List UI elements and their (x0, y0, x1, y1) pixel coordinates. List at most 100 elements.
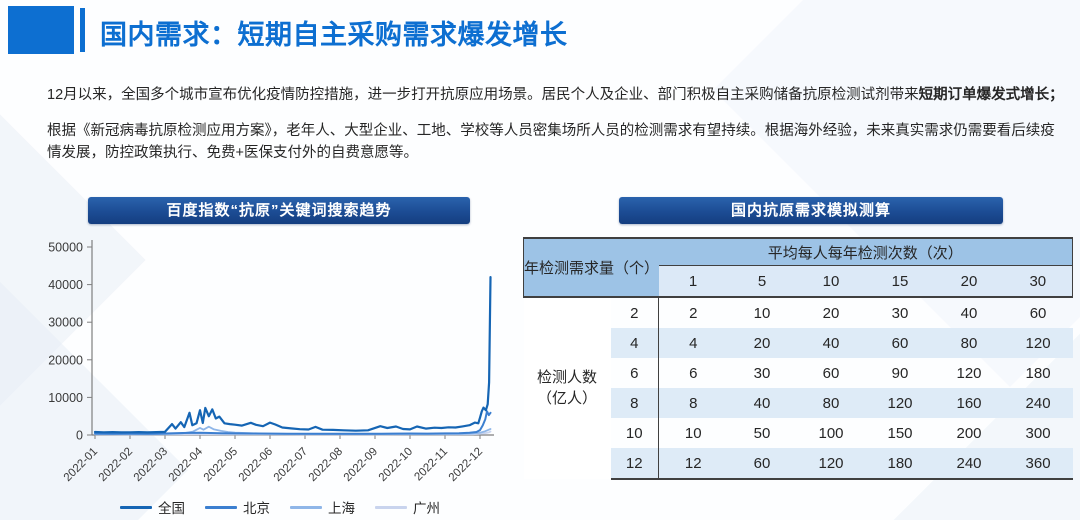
y-axis-tick-label: 20000 (48, 353, 83, 367)
table-row: 6 6 30 60 90 120 180 (524, 358, 1073, 388)
y-axis-tick-label: 40000 (48, 278, 83, 292)
chart-panel-header: 百度指数“抗原”关键词搜索趋势 (88, 197, 470, 224)
value-cell: 20 (727, 328, 797, 358)
table-panel-header: 国内抗原需求模拟测算 (619, 197, 1003, 224)
value-cell: 60 (865, 328, 935, 358)
value-cell: 150 (887, 424, 913, 442)
x-axis-tick-label: 2022-08 (307, 446, 345, 484)
legend-label: 全国 (158, 501, 185, 516)
value-cell: 4 (658, 328, 728, 358)
legend-item: 上海 (290, 497, 355, 517)
value-cell: 20 (822, 304, 840, 322)
x-axis-tick-label: 2022-11 (412, 446, 450, 484)
value-cell: 60 (822, 364, 840, 382)
value-cell: 180 (865, 448, 935, 480)
value-cell: 120 (956, 364, 982, 382)
legend-item: 全国 (120, 497, 185, 517)
baidu-index-chart: 0 10000 20000 30000 40000 50000 2022-012022-02… (48, 240, 494, 484)
legend-line-swatch (290, 505, 322, 509)
population-cell: 2 (630, 304, 639, 322)
title-accent-square (8, 6, 74, 54)
legend-label: 广州 (413, 501, 440, 516)
value-cell: 80 (934, 328, 1004, 358)
x-axis-tick-label: 2022-10 (377, 446, 415, 484)
value-cell: 240 (934, 448, 1004, 480)
population-cell: 8 (610, 388, 659, 418)
table-row: 4 4 20 40 60 80 120 (524, 328, 1073, 358)
legend-label: 北京 (243, 501, 270, 516)
value-cell: 6 (658, 358, 728, 388)
frequency-column-header: 10 (796, 265, 866, 298)
value-cell: 60 (1029, 304, 1047, 322)
x-axis-tick-label: 2022-07 (272, 446, 310, 484)
page-title: 国内需求：短期自主采购需求爆发增长 (100, 20, 568, 50)
table-row: 8 8 40 80 120 160 240 (524, 388, 1073, 418)
paragraph-1: 12月以来，全国多个城市宣布优化疫情防控措施，进一步打开抗原应用场景。居民个人及… (47, 85, 1064, 107)
table-header-top: 平均每人每年检测次数（次） (658, 237, 1074, 266)
paragraph-1-text: 12月以来，全国多个城市宣布优化疫情防控措施，进一步打开抗原应用场景。居民个人及… (47, 87, 919, 103)
legend-item: 广州 (375, 497, 440, 517)
frequency-header-row: 1 5 10 15 20 30 (524, 265, 1074, 298)
value-cell: 30 (891, 304, 909, 322)
x-axis-tick-label: 2022-12 (447, 446, 485, 484)
x-axis-tick-label: 2022-05 (202, 446, 240, 484)
table-header-left: 年检测需求量（个） (522, 237, 659, 298)
value-cell: 120 (796, 448, 866, 480)
value-cell: 12 (658, 448, 728, 480)
value-cell: 40 (727, 388, 797, 418)
value-cell: 120 (865, 388, 935, 418)
simulation-table: 年检测需求量（个） 平均每人每年检测次数（次） 1 5 10 15 20 30 检测人数（… (522, 237, 1074, 480)
y-axis-tick-label: 30000 (48, 316, 83, 330)
value-cell: 360 (1003, 448, 1073, 480)
population-cell: 6 (630, 364, 639, 382)
population-cell: 10 (625, 424, 643, 442)
value-cell: 200 (956, 424, 982, 442)
value-cell: 30 (753, 364, 771, 382)
value-cell: 2 (658, 297, 728, 328)
frequency-column-header: 5 (727, 265, 797, 298)
row-group-label: 检测人数 （亿人） (523, 297, 611, 479)
chart-legend: 全国 北京 上海 广州 (80, 497, 480, 517)
legend-line-swatch (375, 505, 407, 509)
title-accent-bar (80, 8, 85, 52)
table-row: 检测人数 （亿人） 2 2 10 20 30 40 60 (523, 297, 1073, 479)
x-axis-tick-label: 2022-01 (62, 446, 100, 484)
y-axis-tick-label: 0 (76, 429, 83, 443)
population-cell: 12 (610, 448, 659, 480)
x-axis-tick-label: 2022-09 (342, 446, 380, 484)
legend-item: 北京 (205, 497, 270, 517)
value-cell: 160 (934, 388, 1004, 418)
value-cell: 60 (727, 448, 797, 480)
legend-line-swatch (120, 505, 152, 509)
frequency-column-header: 15 (865, 265, 935, 298)
value-cell: 10 (753, 304, 771, 322)
value-cell: 40 (960, 304, 978, 322)
x-axis-tick-label: 2022-06 (237, 446, 275, 484)
value-cell: 8 (658, 388, 728, 418)
table-row: 10 10 50 100 150 200 300 (524, 418, 1073, 448)
simulation-table-body: 检测人数 （亿人） 2 2 10 20 30 40 60 4 4 20 40 60 80 120 6 6 30 60 9… (523, 297, 1073, 480)
x-axis-tick-label: 2022-03 (132, 446, 170, 484)
series-line-全国 (93, 275, 492, 434)
frequency-column-header: 20 (934, 265, 1004, 298)
paragraph-2: 根据《新冠病毒抗原检测应用方案》，老年人、大型企业、工地、学校等人员密集场所人员… (47, 123, 1055, 161)
table-row: 12 12 60 120 180 240 360 (524, 448, 1073, 480)
y-axis-tick-label: 50000 (48, 241, 83, 255)
legend-line-swatch (205, 505, 237, 509)
value-cell: 50 (753, 424, 771, 442)
value-cell: 120 (1003, 328, 1073, 358)
frequency-column-header: 1 (658, 265, 728, 298)
value-cell: 40 (796, 328, 866, 358)
legend-label: 上海 (328, 501, 355, 516)
series-line-北京 (94, 410, 492, 435)
paragraph-1-bold: 短期订单爆发式增长； (918, 87, 1064, 103)
population-cell: 4 (610, 328, 659, 358)
value-cell: 100 (818, 424, 844, 442)
x-axis-tick-label: 2022-04 (167, 445, 206, 484)
value-cell: 300 (1025, 424, 1051, 442)
frequency-column-header: 30 (1003, 265, 1074, 298)
y-axis-tick-label: 10000 (48, 391, 83, 405)
value-cell: 10 (658, 418, 728, 448)
value-cell: 180 (1025, 364, 1051, 382)
